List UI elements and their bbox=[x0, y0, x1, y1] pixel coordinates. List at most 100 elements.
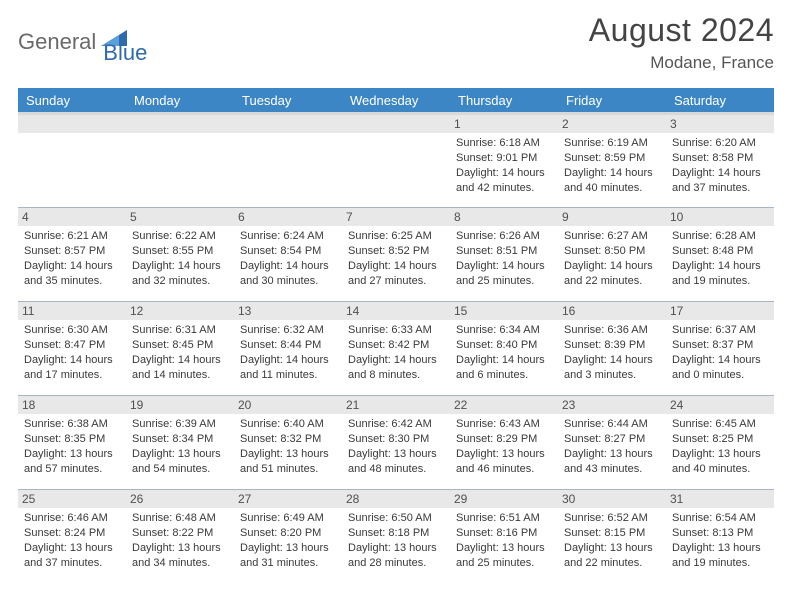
daylight-text: Daylight: 13 hours and 28 minutes. bbox=[348, 541, 444, 571]
day-detail: Sunrise: 6:21 AMSunset: 8:57 PMDaylight:… bbox=[24, 229, 120, 288]
sunset-text: Sunset: 8:45 PM bbox=[132, 338, 228, 353]
daylight-text: Daylight: 14 hours and 6 minutes. bbox=[456, 353, 552, 383]
day-detail: Sunrise: 6:51 AMSunset: 8:16 PMDaylight:… bbox=[456, 511, 552, 570]
sunrise-text: Sunrise: 6:18 AM bbox=[456, 136, 552, 151]
day-cell bbox=[18, 114, 126, 208]
day-detail: Sunrise: 6:49 AMSunset: 8:20 PMDaylight:… bbox=[240, 511, 336, 570]
sunset-text: Sunset: 8:20 PM bbox=[240, 526, 336, 541]
title-block: August 2024 Modane, France bbox=[589, 12, 774, 73]
dayname-wednesday: Wednesday bbox=[342, 88, 450, 114]
day-cell: 9Sunrise: 6:27 AMSunset: 8:50 PMDaylight… bbox=[558, 208, 666, 302]
week-row: 4 Sunrise: 6:21 AMSunset: 8:57 PMDaylight… bbox=[18, 208, 774, 302]
daylight-text: Daylight: 13 hours and 34 minutes. bbox=[132, 541, 228, 571]
day-cell: 31Sunrise: 6:54 AMSunset: 8:13 PMDayligh… bbox=[666, 490, 774, 584]
day-detail: Sunrise: 6:18 AMSunset: 9:01 PMDaylight:… bbox=[456, 136, 552, 195]
logo: General Blue bbox=[18, 18, 147, 66]
sunrise-text: Sunrise: 6:24 AM bbox=[240, 229, 336, 244]
sunset-text: Sunset: 8:24 PM bbox=[24, 526, 120, 541]
week-row: 18Sunrise: 6:38 AMSunset: 8:35 PMDayligh… bbox=[18, 396, 774, 490]
day-number: 6 bbox=[234, 208, 342, 226]
empty-band bbox=[126, 115, 234, 133]
sunset-text: Sunset: 8:22 PM bbox=[132, 526, 228, 541]
sunset-text: Sunset: 8:40 PM bbox=[456, 338, 552, 353]
day-cell bbox=[342, 114, 450, 208]
sunset-text: Sunset: 8:51 PM bbox=[456, 244, 552, 259]
dayname-sunday: Sunday bbox=[18, 88, 126, 114]
day-detail: Sunrise: 6:50 AMSunset: 8:18 PMDaylight:… bbox=[348, 511, 444, 570]
day-detail: Sunrise: 6:25 AMSunset: 8:52 PMDaylight:… bbox=[348, 229, 444, 288]
day-number: 13 bbox=[234, 302, 342, 320]
day-number: 25 bbox=[18, 490, 126, 508]
day-cell bbox=[126, 114, 234, 208]
day-detail: Sunrise: 6:36 AMSunset: 8:39 PMDaylight:… bbox=[564, 323, 660, 382]
daylight-text: Daylight: 13 hours and 46 minutes. bbox=[456, 447, 552, 477]
daylight-text: Daylight: 14 hours and 22 minutes. bbox=[564, 259, 660, 289]
day-detail: Sunrise: 6:45 AMSunset: 8:25 PMDaylight:… bbox=[672, 417, 768, 476]
day-cell: 13Sunrise: 6:32 AMSunset: 8:44 PMDayligh… bbox=[234, 302, 342, 396]
day-number: 30 bbox=[558, 490, 666, 508]
day-number: 11 bbox=[18, 302, 126, 320]
sunset-text: Sunset: 8:27 PM bbox=[564, 432, 660, 447]
sunset-text: Sunset: 8:34 PM bbox=[132, 432, 228, 447]
sunset-text: Sunset: 8:42 PM bbox=[348, 338, 444, 353]
day-number: 8 bbox=[450, 208, 558, 226]
daylight-text: Daylight: 14 hours and 40 minutes. bbox=[564, 166, 660, 196]
day-cell: 8Sunrise: 6:26 AMSunset: 8:51 PMDaylight… bbox=[450, 208, 558, 302]
day-cell: 4 Sunrise: 6:21 AMSunset: 8:57 PMDaylight… bbox=[18, 208, 126, 302]
day-cell: 10Sunrise: 6:28 AMSunset: 8:48 PMDayligh… bbox=[666, 208, 774, 302]
sunrise-text: Sunrise: 6:19 AM bbox=[564, 136, 660, 151]
daylight-text: Daylight: 13 hours and 54 minutes. bbox=[132, 447, 228, 477]
sunrise-text: Sunrise: 6:28 AM bbox=[672, 229, 768, 244]
day-cell: 27Sunrise: 6:49 AMSunset: 8:20 PMDayligh… bbox=[234, 490, 342, 584]
empty-band bbox=[342, 115, 450, 133]
day-cell: 5Sunrise: 6:22 AMSunset: 8:55 PMDaylight… bbox=[126, 208, 234, 302]
daylight-text: Daylight: 13 hours and 40 minutes. bbox=[672, 447, 768, 477]
day-number: 9 bbox=[558, 208, 666, 226]
calendar-page: General Blue August 2024 Modane, France … bbox=[0, 0, 792, 612]
day-number: 29 bbox=[450, 490, 558, 508]
day-detail: Sunrise: 6:24 AMSunset: 8:54 PMDaylight:… bbox=[240, 229, 336, 288]
sunset-text: Sunset: 8:16 PM bbox=[456, 526, 552, 541]
sunset-text: Sunset: 8:37 PM bbox=[672, 338, 768, 353]
day-cell: 2Sunrise: 6:19 AMSunset: 8:59 PMDaylight… bbox=[558, 114, 666, 208]
sunset-text: Sunset: 8:32 PM bbox=[240, 432, 336, 447]
sunset-text: Sunset: 8:48 PM bbox=[672, 244, 768, 259]
day-cell: 15Sunrise: 6:34 AMSunset: 8:40 PMDayligh… bbox=[450, 302, 558, 396]
header: General Blue August 2024 Modane, France bbox=[18, 12, 774, 88]
daylight-text: Daylight: 13 hours and 48 minutes. bbox=[348, 447, 444, 477]
sunset-text: Sunset: 8:29 PM bbox=[456, 432, 552, 447]
day-cell: 20Sunrise: 6:40 AMSunset: 8:32 PMDayligh… bbox=[234, 396, 342, 490]
calendar-table: Sunday Monday Tuesday Wednesday Thursday… bbox=[18, 88, 774, 584]
sunrise-text: Sunrise: 6:34 AM bbox=[456, 323, 552, 338]
day-cell: 30Sunrise: 6:52 AMSunset: 8:15 PMDayligh… bbox=[558, 490, 666, 584]
day-number: 31 bbox=[666, 490, 774, 508]
sunrise-text: Sunrise: 6:22 AM bbox=[132, 229, 228, 244]
day-number: 19 bbox=[126, 396, 234, 414]
dayname-thursday: Thursday bbox=[450, 88, 558, 114]
day-cell: 17Sunrise: 6:37 AMSunset: 8:37 PMDayligh… bbox=[666, 302, 774, 396]
daylight-text: Daylight: 14 hours and 25 minutes. bbox=[456, 259, 552, 289]
daylight-text: Daylight: 13 hours and 19 minutes. bbox=[672, 541, 768, 571]
sunrise-text: Sunrise: 6:30 AM bbox=[24, 323, 120, 338]
location-label: Modane, France bbox=[589, 53, 774, 73]
day-cell: 16Sunrise: 6:36 AMSunset: 8:39 PMDayligh… bbox=[558, 302, 666, 396]
day-number: 17 bbox=[666, 302, 774, 320]
daylight-text: Daylight: 14 hours and 3 minutes. bbox=[564, 353, 660, 383]
sunset-text: Sunset: 8:39 PM bbox=[564, 338, 660, 353]
day-number: 1 bbox=[450, 115, 558, 133]
daylight-text: Daylight: 14 hours and 35 minutes. bbox=[24, 259, 120, 289]
day-number: 28 bbox=[342, 490, 450, 508]
day-number: 4 bbox=[18, 208, 126, 226]
daylight-text: Daylight: 14 hours and 0 minutes. bbox=[672, 353, 768, 383]
day-cell: 21Sunrise: 6:42 AMSunset: 8:30 PMDayligh… bbox=[342, 396, 450, 490]
day-cell: 23Sunrise: 6:44 AMSunset: 8:27 PMDayligh… bbox=[558, 396, 666, 490]
day-detail: Sunrise: 6:39 AMSunset: 8:34 PMDaylight:… bbox=[132, 417, 228, 476]
day-detail: Sunrise: 6:20 AMSunset: 8:58 PMDaylight:… bbox=[672, 136, 768, 195]
day-number: 20 bbox=[234, 396, 342, 414]
week-row: 25Sunrise: 6:46 AMSunset: 8:24 PMDayligh… bbox=[18, 490, 774, 584]
sunrise-text: Sunrise: 6:52 AM bbox=[564, 511, 660, 526]
logo-text-general: General bbox=[18, 29, 96, 55]
day-detail: Sunrise: 6:38 AMSunset: 8:35 PMDaylight:… bbox=[24, 417, 120, 476]
sunset-text: Sunset: 8:58 PM bbox=[672, 151, 768, 166]
day-cell bbox=[234, 114, 342, 208]
